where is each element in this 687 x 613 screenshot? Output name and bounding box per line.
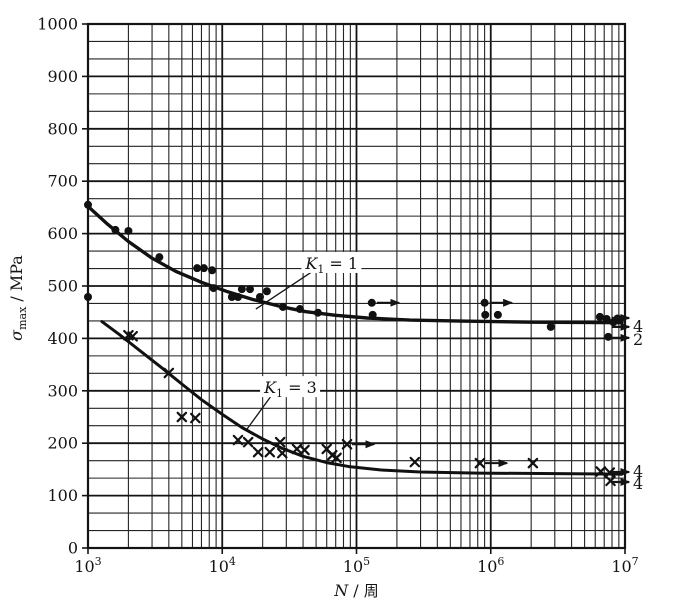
data-point-dot [295,305,304,314]
runout-point-dot [367,298,376,307]
data-point-x [264,446,276,458]
x-tick-label: 106 [477,555,504,576]
series-k3: K1 = 3 [100,320,624,487]
data-point-dot [199,264,208,273]
data-point-x [604,467,616,478]
data-point-x [242,436,254,448]
scatter-points [84,200,622,341]
data-point-dot [481,310,490,319]
x-tick-label: 104 [209,555,236,576]
annotation-leader-line [246,394,273,430]
plot-grid [87,23,626,549]
runout-count-label: 4 [633,474,643,493]
annotation-label: K1 = 1 [304,254,358,276]
runout-count-label: 2 [633,330,643,349]
trend-curve [86,204,624,325]
y-tick-label: 600 [47,224,78,243]
y-tick-label: 200 [47,434,78,453]
data-point-dot [368,310,377,319]
data-point-dot [546,322,555,331]
y-tick-label: 500 [47,277,78,296]
data-point-x [605,475,616,487]
y-tick-label: 800 [47,119,78,138]
x-tick-label: 105 [343,555,370,576]
y-tick-label: 400 [47,329,78,348]
runout-count-label: 4 [633,317,643,336]
data-point-x [176,411,188,423]
x-tick-label: 107 [611,555,638,576]
data-point-dot [208,266,217,275]
data-point-dot [493,310,502,319]
data-point-x [274,436,286,448]
data-point-dot [602,315,611,324]
annotation-label-background [260,376,321,398]
data-point-dot [278,302,287,311]
y-tick-label: 0 [68,539,78,558]
data-point-dot [227,293,236,302]
data-point-x [527,457,539,469]
data-point-x [190,412,201,424]
data-point-dot [84,200,92,209]
data-point-dot [124,226,133,235]
data-point-x [595,466,607,477]
data-point-x [409,456,421,468]
data-point-dot [209,284,218,293]
x-tick-label: 103 [74,555,101,576]
data-point-x [163,367,175,379]
scatter-points [123,329,616,487]
y-tick-label: 900 [47,67,78,86]
data-point-dot [313,308,322,317]
annotation-label-background [301,251,362,273]
data-point-dot [604,332,613,341]
data-point-x [331,452,342,464]
data-point-x [276,447,288,459]
y-tick-label: 700 [47,172,78,191]
data-point-x [252,446,264,458]
y-tick-label: 100 [47,486,78,505]
data-point-dot [233,293,242,302]
data-point-dot [84,293,92,302]
runout-point-x [341,438,353,450]
series-k1: K1 = 1 [84,200,624,341]
runout-count-label: 4 [633,462,643,481]
y-tick-label: 300 [47,381,78,400]
data-point-dot [237,285,246,294]
runout-point-x [474,457,486,469]
data-point-dot [246,285,255,294]
data-point-dot [262,287,271,296]
x-axis-title: N / 周 [333,581,379,600]
annotation-label: K1 = 3 [263,378,317,400]
data-point-dot [155,253,164,262]
runout-point-dot [480,298,489,307]
y-axis-title: σmax / MPa [7,255,29,341]
data-point-x [232,434,244,446]
data-point-dot [255,293,264,302]
y-axis: 0 100 200 300 400 500 600 700 800 900 1000 [37,15,88,558]
annotation-leader-line [255,271,313,310]
data-point-dot [193,264,202,273]
trend-curve [100,320,624,476]
data-point-dot [111,225,120,234]
data-point-x [299,444,310,456]
data-point-x [127,331,138,342]
x-axis: 103 104 105 106 107 [74,548,639,576]
data-point-dot [595,312,604,321]
y-tick-label: 1000 [37,15,78,34]
